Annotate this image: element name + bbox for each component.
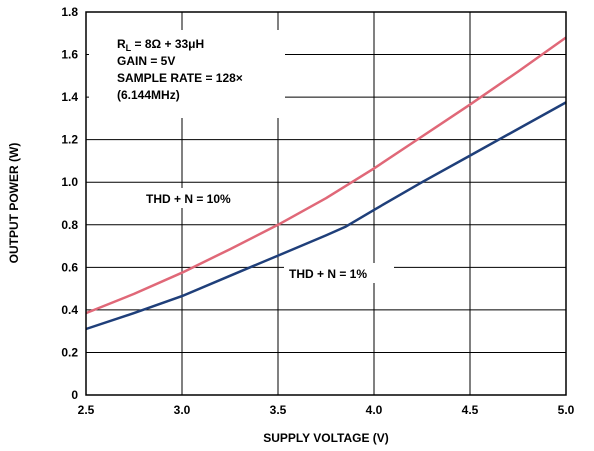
- y-tick-label: 0.4: [61, 303, 78, 317]
- x-tick-label: 3.0: [174, 403, 191, 417]
- y-tick-label: 0: [71, 388, 78, 402]
- y-tick-label: 0.2: [61, 345, 78, 359]
- tick-labels: 2.5 3.0 3.5 4.0 4.5 5.0 0 0.2 0.4 0.6 0.8 1.0 1.2 1.4…: [61, 5, 574, 417]
- x-tick-label: 4.0: [366, 403, 383, 417]
- condition-load-value: = 8Ω + 33μH: [131, 37, 204, 51]
- condition-gain: GAIN = 5V: [117, 54, 175, 68]
- x-tick-label: 2.5: [78, 403, 95, 417]
- condition-load-prefix: R: [117, 37, 126, 51]
- series-lines: [85, 36, 567, 331]
- label-bg-10pct: [142, 188, 266, 208]
- y-tick-label: 1.6: [61, 48, 78, 62]
- y-tick-label: 0.8: [61, 218, 78, 232]
- series-label-thd-10pct: THD + N = 10%: [146, 192, 231, 206]
- y-tick-label: 1.2: [61, 133, 78, 147]
- plot-frame: [85, 11, 567, 396]
- series-line-thd-10pct: [85, 36, 567, 315]
- x-tick-label: 4.5: [462, 403, 479, 417]
- x-tick-label: 3.5: [270, 403, 287, 417]
- y-tick-label: 1.4: [61, 90, 78, 104]
- series-line-thd-1pct: [85, 101, 567, 331]
- condition-frequency: (6.144MHz): [117, 88, 180, 102]
- conditions-box: [89, 30, 285, 118]
- x-axis-title: SUPPLY VOLTAGE (V): [263, 431, 389, 445]
- y-axis-title: OUTPUT POWER (W): [7, 143, 21, 264]
- condition-sample-rate: SAMPLE RATE = 128×: [117, 71, 243, 85]
- label-bg-1pct: [284, 263, 394, 283]
- y-tick-label: 1.8: [61, 5, 78, 19]
- y-tick-label: 1.0: [61, 175, 78, 189]
- condition-load-subscript: L: [126, 43, 132, 53]
- x-tick-label: 5.0: [558, 403, 575, 417]
- condition-load: RL = 8Ω + 33μH: [117, 37, 204, 53]
- y-tick-label: 0.6: [61, 260, 78, 274]
- series-label-thd-1pct: THD + N = 1%: [289, 267, 367, 281]
